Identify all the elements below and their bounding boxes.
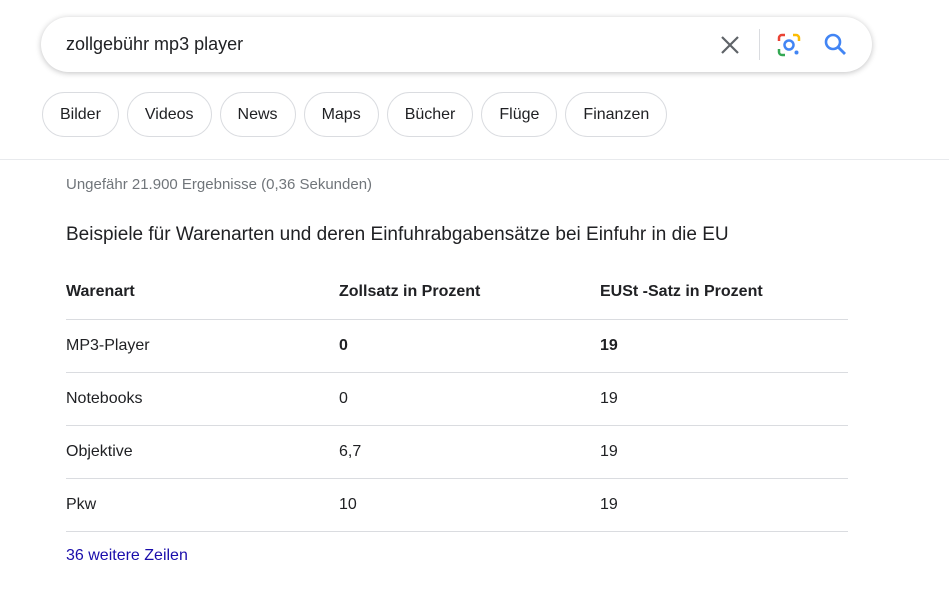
column-header: EUSt -Satz in Prozent (600, 265, 848, 320)
table-cell: Notebooks (66, 372, 339, 426)
filter-chips: Bilder Videos News Maps Bücher Flüge Finanzen (42, 92, 668, 137)
filter-chip[interactable]: News (219, 92, 296, 137)
table-cell: Pkw (66, 478, 339, 532)
header-row: Warenart Zollsatz in Prozent EUSt -Satz in… (66, 265, 848, 320)
column-header: Warenart (66, 265, 339, 320)
separator (759, 29, 760, 60)
table-cell: 19 (600, 319, 848, 373)
search-icon[interactable] (823, 32, 849, 58)
data-table: Warenart Zollsatz in Prozent EUSt -Satz in… (66, 265, 848, 532)
search-box[interactable]: zollgebühr mp3 player (41, 17, 872, 72)
filter-chip[interactable]: Finanzen (565, 92, 668, 137)
filter-chip[interactable]: Bücher (386, 92, 474, 137)
snippet-heading: Beispiele für Warenarten und deren Einfu… (66, 224, 729, 245)
table-cell: 19 (600, 478, 848, 532)
filter-chip[interactable]: Bilder (42, 92, 119, 137)
filter-chip[interactable]: Maps (303, 92, 379, 137)
result-stats: Ungefähr 21.900 Ergebnisse (0,36 Sekunde… (66, 176, 373, 193)
filter-chip[interactable]: Flüge (481, 92, 558, 137)
clear-icon[interactable] (719, 34, 741, 56)
table-row: MP3-Player 0 19 (66, 319, 848, 373)
more-rows-link[interactable]: 36 weitere Zeilen (66, 547, 188, 564)
table-cell: MP3-Player (66, 319, 339, 373)
search-query[interactable]: zollgebühr mp3 player (66, 34, 244, 54)
divider (0, 159, 949, 160)
table-cell: 6,7 (339, 425, 600, 479)
lens-icon[interactable] (776, 32, 802, 58)
table-cell: Objektive (66, 425, 339, 479)
table-cell: 0 (339, 372, 600, 426)
table-row: Notebooks 0 19 (66, 372, 848, 426)
table-cell: 10 (339, 478, 600, 532)
table-row: Objektive 6,7 19 (66, 425, 848, 479)
column-header: Zollsatz in Prozent (339, 265, 600, 320)
table-cell: 19 (600, 372, 848, 426)
filter-chip[interactable]: Videos (126, 92, 212, 137)
table-cell: 19 (600, 425, 848, 479)
table-cell: 0 (339, 319, 600, 373)
table-row: Pkw 10 19 (66, 478, 848, 532)
